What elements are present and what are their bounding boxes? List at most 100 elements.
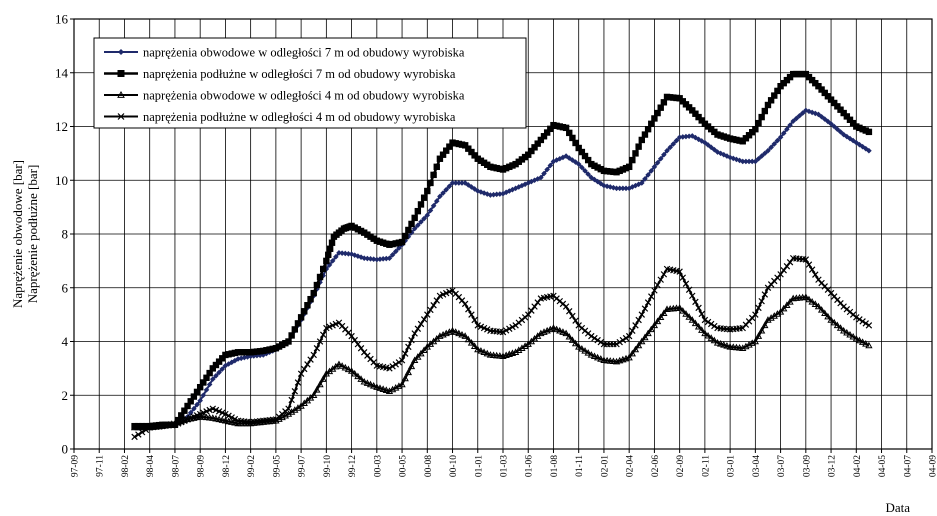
data-point: [764, 101, 772, 109]
data-point: [739, 158, 746, 165]
data-point: [222, 410, 229, 418]
data-point: [679, 307, 687, 314]
data-point: [849, 332, 857, 340]
legend-entry-2: naprężenia podłużne w odległości 7 m od …: [104, 67, 456, 81]
x-tick-label: 03-07: [777, 455, 787, 477]
data-point: [846, 116, 854, 123]
data-point: [754, 332, 763, 339]
data-point: [206, 381, 213, 388]
data-point: [710, 336, 718, 344]
data-point: [316, 338, 324, 345]
data-point: [437, 193, 443, 200]
data-point: [187, 409, 194, 416]
data-point: [767, 97, 775, 104]
data-point: [414, 353, 422, 360]
y-tick-labels: 0 2 4 6 8 10 12 14 16: [55, 12, 74, 457]
y-tick-label: 6: [62, 280, 69, 295]
data-point: [751, 337, 760, 345]
x-tick-label: 99-12: [348, 455, 358, 477]
data-point: [824, 93, 832, 100]
data-point: [758, 297, 765, 305]
data-point: [465, 145, 472, 152]
data-point: [552, 325, 561, 333]
data-point: [862, 320, 869, 327]
data-point: [344, 365, 353, 373]
data-point: [584, 349, 592, 356]
data-point: [562, 303, 570, 310]
data-point: [443, 147, 450, 154]
data-point: [717, 150, 724, 157]
legend-entry-1: naprężenia obwodowe w odległości 7 m od …: [104, 46, 465, 60]
data-point: [780, 304, 788, 312]
data-point: [623, 185, 629, 192]
data-point: [452, 328, 460, 335]
data-point: [117, 90, 125, 98]
data-point: [471, 152, 478, 159]
data-point: [572, 139, 579, 147]
data-point: [420, 194, 428, 201]
data-point: [187, 398, 194, 405]
data-point: [824, 312, 832, 320]
data-point: [660, 99, 668, 106]
y-tick-label: 16: [55, 12, 69, 27]
data-point: [711, 322, 718, 330]
data-point: [474, 345, 482, 353]
data-point: [704, 318, 712, 326]
data-point: [251, 353, 257, 359]
data-point: [291, 387, 299, 395]
data-point: [417, 320, 425, 328]
data-point: [653, 317, 662, 325]
data-point: [755, 119, 762, 127]
data-point: [657, 155, 664, 162]
data-point: [799, 110, 806, 116]
data-point: [401, 374, 409, 382]
data-point: [651, 287, 658, 294]
data-point: [675, 304, 684, 311]
data-point: [698, 326, 706, 333]
data-point: [455, 329, 463, 337]
data-point: [833, 321, 842, 329]
data-point: [556, 326, 564, 334]
data-point: [420, 346, 428, 353]
data-point: [288, 408, 296, 415]
data-point: [405, 343, 412, 351]
data-point: [590, 352, 599, 360]
data-point: [307, 356, 314, 363]
data-point: [660, 309, 668, 317]
data-point: [414, 325, 422, 332]
data-point: [619, 336, 627, 344]
data-point: [670, 141, 677, 147]
data-point: [852, 334, 860, 342]
data-point: [203, 374, 210, 381]
data-point: [780, 267, 787, 274]
data-point: [420, 316, 428, 323]
data-point: [395, 359, 403, 366]
data-point: [632, 322, 639, 329]
data-point: [821, 116, 828, 122]
data-point: [692, 298, 699, 306]
data-point: [796, 112, 803, 119]
data-point: [386, 365, 393, 372]
data-point: [493, 191, 500, 198]
data-point: [774, 137, 781, 144]
data-point: [436, 155, 444, 162]
data-point: [616, 185, 623, 192]
data-point: [638, 337, 646, 345]
data-point: [191, 405, 197, 412]
data-point: [197, 397, 203, 404]
data-point: [787, 122, 793, 128]
y-tick-label: 14: [55, 65, 69, 80]
data-point: [184, 402, 191, 410]
data-point: [313, 281, 321, 289]
x-tick-labels: 97-09 97-11 98-02 98-04 98-07 98-09 98-12 99-02…: [71, 449, 937, 477]
y-tick-label: 8: [62, 227, 69, 242]
x-tick-label: 02-09: [676, 455, 686, 477]
data-point: [578, 148, 586, 156]
data-point: [584, 156, 592, 164]
data-point: [651, 164, 658, 170]
data-point: [682, 310, 690, 317]
data-point: [581, 347, 589, 354]
data-point: [827, 316, 835, 323]
data-point: [644, 299, 652, 306]
data-point: [597, 355, 605, 362]
